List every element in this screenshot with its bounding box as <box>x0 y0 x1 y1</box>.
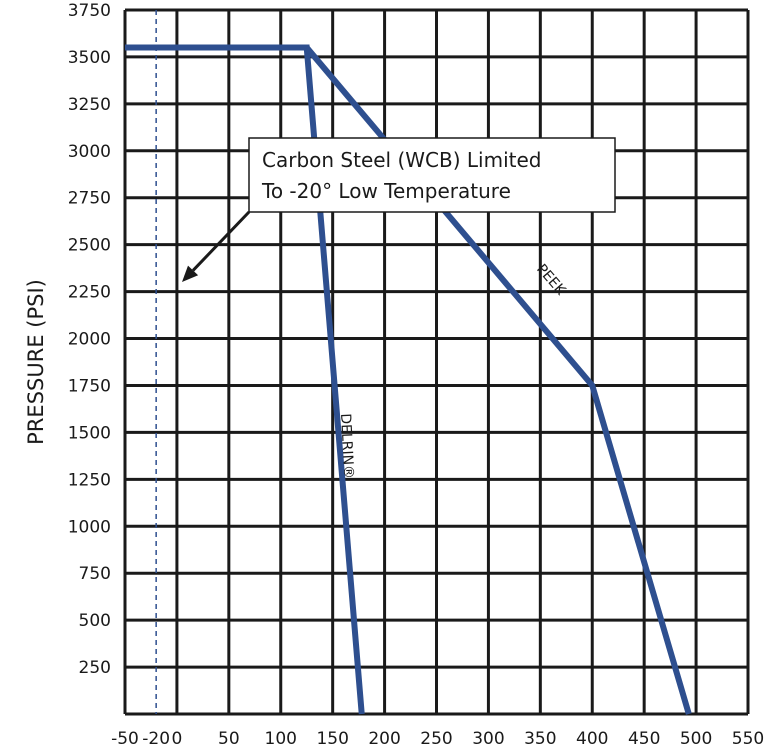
x-tick-label: 150 <box>316 729 348 749</box>
x-tick-label: 50 <box>218 729 240 749</box>
x-tick-label: -50 <box>111 729 139 749</box>
annotation-box <box>248 137 616 213</box>
x-tick-label: 300 <box>472 729 504 749</box>
y-tick-label: 2000 <box>68 330 111 350</box>
y-tick-label: 1750 <box>68 376 111 396</box>
x-tick-label: 450 <box>628 729 660 749</box>
y-tick-labels: 3750 3500 3250 3000 2750 2500 2250 2000 1750 1500… <box>68 1 111 678</box>
grid <box>123 8 750 716</box>
series-line-peek <box>125 44 692 715</box>
y-tick-label: 1000 <box>68 517 111 537</box>
x-tick-label: 400 <box>576 729 608 749</box>
delrin-series-label: DELRIN® <box>337 413 356 480</box>
y-tick-label: 750 <box>79 564 111 584</box>
x-tick-label: 500 <box>680 729 712 749</box>
x-tick-label: 250 <box>420 729 452 749</box>
annotation-callout: Carbon Steel (WCB) Limited To -20° Low T… <box>182 137 616 282</box>
x-tick-label: -20 <box>142 729 170 749</box>
x-tick-label: 200 <box>368 729 400 749</box>
annotation-arrow-head <box>182 265 199 282</box>
y-tick-label: 2250 <box>68 283 111 303</box>
annotation-arrow-shaft <box>191 210 251 272</box>
y-tick-label: 2750 <box>68 189 111 209</box>
y-tick-label: 500 <box>79 611 111 631</box>
y-tick-label: 3250 <box>68 95 111 115</box>
y-tick-label: 1500 <box>68 423 111 443</box>
series-lines <box>125 44 692 715</box>
x-tick-label: 0 <box>172 729 183 749</box>
peek-series-label: PEEK <box>533 261 569 299</box>
x-tick-label: 100 <box>265 729 297 749</box>
x-tick-label: 550 <box>732 729 764 749</box>
y-tick-label: 2500 <box>68 236 111 256</box>
y-tick-label: 250 <box>79 658 111 678</box>
annotation-line-2: To -20° Low Temperature <box>261 179 511 203</box>
y-tick-label: 3750 <box>68 1 111 21</box>
y-axis-label: PRESSURE (PSI) <box>24 279 48 445</box>
x-tick-label: 350 <box>524 729 556 749</box>
y-tick-label: 3000 <box>68 142 111 162</box>
x-tick-labels: -50 -20 0 50 100 150 200 250 300 350 400 450 500 550 <box>111 729 764 749</box>
annotation-line-1: Carbon Steel (WCB) Limited <box>262 148 541 172</box>
y-tick-label: 1250 <box>68 470 111 490</box>
y-tick-label: 3500 <box>68 48 111 68</box>
